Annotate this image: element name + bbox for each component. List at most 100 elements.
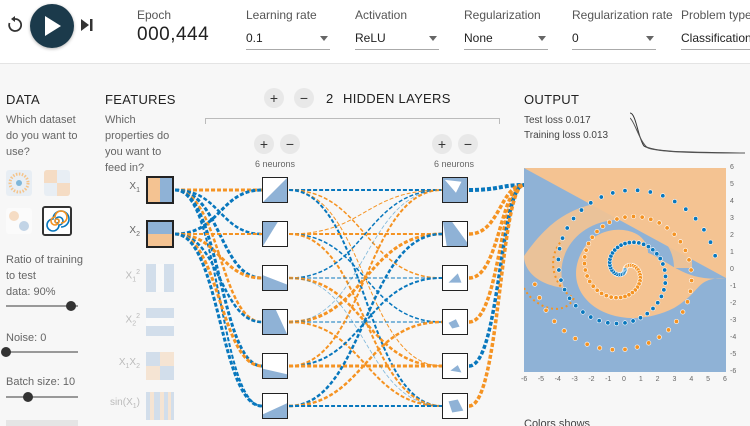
layer1-add-neuron-button[interactable]: + [254, 134, 274, 154]
layer2-neuron-6[interactable] [442, 393, 468, 419]
test-loss: Test loss 0.017 [524, 115, 591, 126]
data-point [701, 227, 707, 233]
output-title: OUTPUT [524, 92, 580, 107]
y-tick-label: 6 [730, 164, 734, 171]
activation-select[interactable]: ReLU [355, 30, 439, 50]
data-point [687, 288, 693, 294]
layer2-neuron-1[interactable] [442, 177, 468, 203]
ratio-label-line: to test [6, 270, 36, 282]
data-point [673, 318, 679, 324]
data-point [564, 225, 570, 231]
data-point [672, 199, 678, 205]
data-point [558, 277, 564, 283]
data-point [561, 328, 567, 334]
data-point [555, 256, 561, 262]
data-point [660, 193, 666, 199]
data-point [677, 239, 683, 245]
x-tick-label: -1 [605, 376, 612, 383]
data-point [657, 256, 663, 262]
problem-type-label: Problem type [681, 8, 750, 22]
data-point [603, 293, 609, 299]
data-point [662, 273, 668, 279]
layer2-neuron-5[interactable] [442, 353, 468, 379]
data-point [573, 303, 579, 309]
reset-icon[interactable] [6, 16, 24, 34]
y-tick-label: 5 [730, 181, 734, 188]
data-point [626, 240, 632, 246]
x-tick-label: -5 [537, 376, 545, 383]
x-tick-label: -4 [554, 376, 561, 383]
dataset-spiral-thumbnail[interactable] [42, 206, 72, 236]
dataset-xor-thumbnail[interactable] [44, 170, 70, 196]
layer2-add-neuron-button[interactable]: + [432, 134, 452, 154]
hidden-layer-count: 2 [326, 91, 334, 106]
data-point [639, 214, 645, 220]
layer1-neuron-5[interactable] [262, 353, 288, 379]
regularization-value: None [464, 31, 493, 45]
layer1-neuron-2[interactable] [262, 221, 288, 247]
add-layer-button[interactable]: + [264, 88, 284, 108]
layer2-neuron-3[interactable] [442, 265, 468, 291]
layer1-remove-neuron-button[interactable]: − [280, 134, 300, 154]
noise-slider-track[interactable] [6, 351, 78, 353]
ratio-slider-track[interactable] [6, 305, 78, 307]
data-title: DATA [6, 92, 40, 107]
data-point [622, 188, 628, 194]
layer1-neuron-1[interactable] [262, 177, 288, 203]
feature-x1-box[interactable] [146, 176, 174, 204]
learning-rate-value: 0.1 [246, 31, 263, 45]
data-point [586, 241, 592, 247]
data-point [622, 241, 628, 247]
activation-label: Activation [355, 8, 408, 22]
y-tick-label: -1 [730, 283, 737, 290]
x-tick-label: -6 [521, 376, 528, 383]
feature-x1-label: X1 [129, 181, 140, 194]
layer2-neuron-4[interactable] [442, 309, 468, 335]
data-point [584, 273, 590, 279]
feature-x1sq-box[interactable] [146, 264, 174, 292]
ratio-slider-thumb[interactable] [65, 301, 76, 311]
feature-sinx1-box[interactable] [146, 392, 174, 420]
batch-size-slider-thumb[interactable] [23, 392, 34, 402]
regularization-select[interactable]: None [464, 30, 548, 50]
layer1-neuron-6[interactable] [262, 393, 288, 419]
data-point [622, 346, 628, 352]
regularization-rate-select[interactable]: 0 [572, 30, 656, 50]
dataset-gauss-thumbnail[interactable] [6, 208, 32, 234]
y-tick-label: -3 [730, 317, 737, 324]
play-button[interactable] [30, 4, 74, 48]
data-point [622, 320, 628, 326]
layer2-neuron-2[interactable] [442, 221, 468, 247]
remove-layer-button[interactable]: − [294, 88, 314, 108]
y-tick-label: -6 [730, 368, 737, 375]
layer1-neuron-4[interactable] [262, 309, 288, 335]
data-point [536, 295, 542, 301]
data-point [587, 278, 593, 284]
hidden-layers-label: HIDDEN LAYERS [343, 91, 451, 106]
data-point [654, 251, 660, 257]
noise-slider-thumb[interactable] [1, 347, 11, 357]
data-point [532, 281, 538, 287]
layer2-remove-neuron-button[interactable]: − [458, 134, 478, 154]
problem-type-select[interactable]: Classification [681, 30, 750, 50]
step-forward-icon[interactable] [80, 18, 94, 32]
feature-x1x2-box[interactable] [146, 352, 174, 380]
feature-x2sq-box[interactable] [146, 308, 174, 336]
features-title: FEATURES [105, 92, 176, 107]
features-question-line: you want to [105, 146, 162, 158]
feature-x1sq-label: X12 [125, 269, 140, 284]
batch-size-slider-track[interactable] [6, 396, 78, 398]
data-point [645, 244, 651, 250]
regularization-label: Regularization [464, 8, 541, 22]
dataset-circle-thumbnail[interactable] [6, 170, 32, 196]
regenerate-button[interactable] [6, 420, 78, 426]
layer1-neuron-3[interactable] [262, 265, 288, 291]
feature-x2-box[interactable] [146, 220, 174, 248]
data-point [686, 257, 692, 263]
data-point [648, 216, 654, 222]
data-point [655, 300, 661, 306]
data-point [582, 261, 588, 267]
learning-rate-select[interactable]: 0.1 [246, 30, 330, 50]
data-point [580, 309, 586, 315]
ratio-label: Ratio of training to test data: 90% [6, 252, 83, 300]
